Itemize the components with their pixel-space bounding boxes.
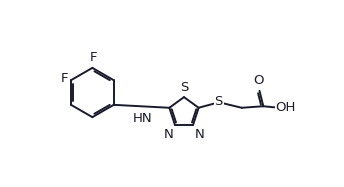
Text: F: F	[89, 51, 97, 64]
Text: HN: HN	[132, 112, 152, 125]
Text: O: O	[254, 74, 264, 87]
Text: N: N	[195, 128, 204, 141]
Text: F: F	[61, 72, 68, 85]
Text: OH: OH	[276, 101, 296, 114]
Text: N: N	[164, 128, 173, 141]
Text: S: S	[214, 95, 223, 108]
Text: S: S	[181, 81, 189, 94]
